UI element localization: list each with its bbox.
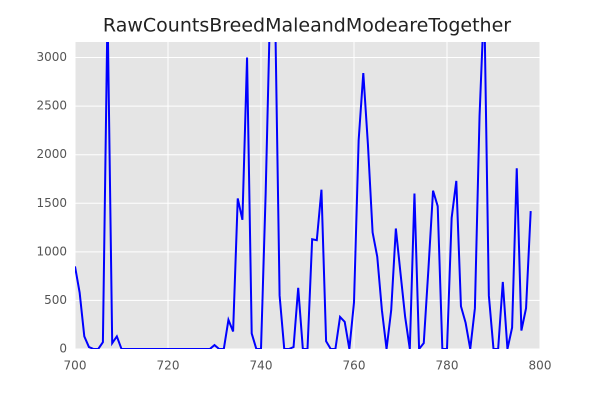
chart-title: RawCountsBreedMaleandModeareTogether [103, 15, 511, 37]
y-tick-label: 0 [59, 342, 67, 356]
data-line [75, 42, 532, 349]
x-tick-label: 740 [250, 359, 273, 373]
y-tick-label: 1000 [36, 244, 67, 258]
y-tick-label: 2000 [36, 147, 67, 161]
y-tick-label: 500 [44, 293, 67, 307]
plot-area [75, 42, 540, 349]
x-tick-label: 720 [157, 359, 180, 373]
y-tick-label: 1500 [36, 196, 67, 210]
x-tick-label: 760 [343, 359, 366, 373]
y-tick-label: 2500 [36, 99, 67, 113]
x-tick-label: 700 [64, 359, 87, 373]
x-tick-label: 800 [529, 359, 552, 373]
y-tick-label: 3000 [36, 50, 67, 64]
x-tick-label: 780 [436, 359, 459, 373]
